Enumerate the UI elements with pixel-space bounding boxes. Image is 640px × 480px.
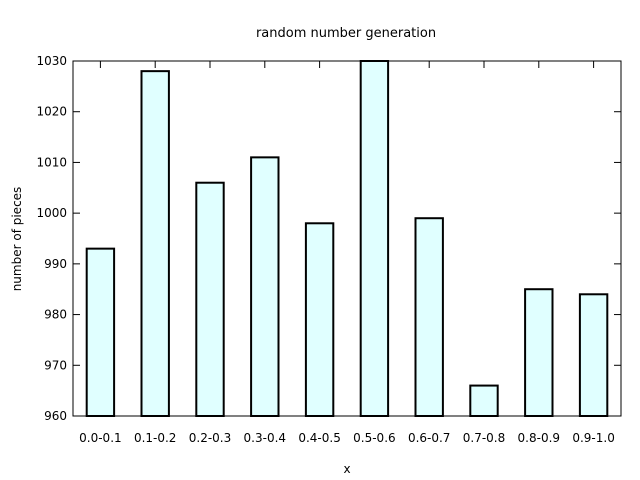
bar-0.8-0.9 — [525, 289, 552, 416]
x-tick-label: 0.9-1.0 — [572, 431, 615, 445]
y-tick-label: 990 — [44, 257, 67, 271]
x-tick-label: 0.7-0.8 — [463, 431, 506, 445]
y-tick-label: 970 — [44, 358, 67, 372]
y-tick-labels: 960 970 980 990 1000 1010 1020 1030 — [36, 54, 67, 423]
x-tick-labels: 0.0-0.1 0.1-0.2 0.2-0.3 0.3-0.4 0.4-0.5 0.5-0… — [79, 431, 615, 445]
bar-0.3-0.4 — [251, 157, 278, 416]
y-tick-label: 1010 — [36, 155, 67, 169]
bars — [87, 61, 608, 416]
x-tick-label: 0.6-0.7 — [408, 431, 451, 445]
bar-0.9-1.0 — [580, 294, 607, 416]
bar-0.6-0.7 — [416, 218, 443, 416]
y-tick-label: 980 — [44, 308, 67, 322]
x-tick-label: 0.4-0.5 — [298, 431, 341, 445]
bar-0.4-0.5 — [306, 223, 333, 416]
bar-0.2-0.3 — [196, 183, 223, 416]
bar-0.7-0.8 — [470, 386, 497, 416]
y-tick-label: 960 — [44, 409, 67, 423]
x-tick-label: 0.8-0.9 — [518, 431, 561, 445]
x-axis-label: x — [343, 462, 350, 476]
y-axis-label: number of pieces — [10, 187, 24, 292]
bar-0.0-0.1 — [87, 249, 114, 416]
bar-0.1-0.2 — [142, 71, 169, 416]
chart-title: random number generation — [256, 26, 436, 41]
y-tick-label: 1020 — [36, 105, 67, 119]
x-tick-label: 0.5-0.6 — [353, 431, 396, 445]
y-tick-label: 1000 — [36, 206, 67, 220]
x-tick-label: 0.3-0.4 — [244, 431, 287, 445]
x-tick-label: 0.1-0.2 — [134, 431, 177, 445]
x-tick-label: 0.2-0.3 — [189, 431, 232, 445]
bar-0.5-0.6 — [361, 61, 388, 416]
y-tick-label: 1030 — [36, 54, 67, 68]
x-tick-label: 0.0-0.1 — [79, 431, 122, 445]
